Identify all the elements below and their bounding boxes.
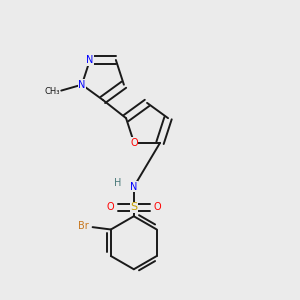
- Text: S: S: [130, 202, 137, 212]
- Text: N: N: [130, 182, 137, 192]
- Text: O: O: [153, 202, 161, 212]
- Text: N: N: [86, 55, 94, 65]
- Text: O: O: [130, 138, 138, 148]
- Text: N: N: [78, 80, 85, 90]
- Text: Br: Br: [78, 221, 89, 231]
- Text: H: H: [114, 178, 121, 188]
- Text: CH₃: CH₃: [44, 87, 60, 96]
- Text: O: O: [107, 202, 114, 212]
